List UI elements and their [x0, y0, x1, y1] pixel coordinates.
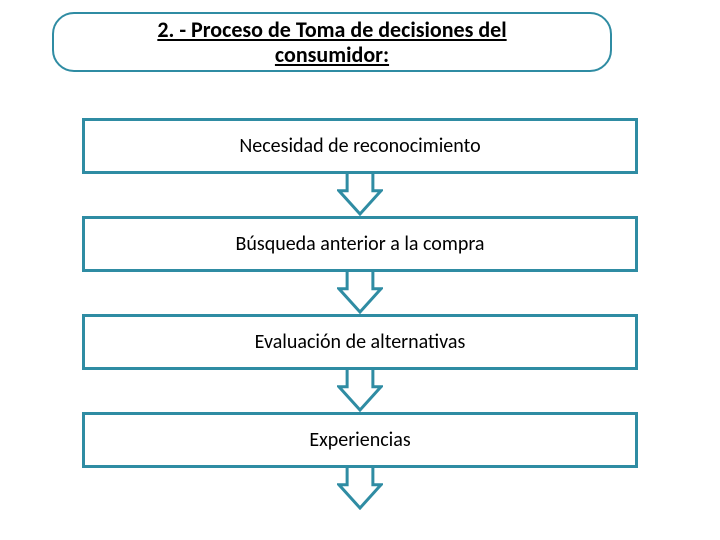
step-box-4: Experiencias — [82, 412, 638, 468]
step-box-1: Necesidad de reconocimiento — [82, 118, 638, 174]
title-box: 2. - Proceso de Toma de decisiones delco… — [52, 12, 612, 72]
step-label-1: Necesidad de reconocimiento — [239, 134, 480, 158]
arrow-down-4 — [337, 468, 383, 510]
step-box-3: Evaluación de alternativas — [82, 314, 638, 370]
title-line-2: consumidor: — [275, 42, 389, 67]
arrow-down-icon — [337, 174, 383, 216]
arrow-down-icon — [337, 272, 383, 314]
arrow-down-1 — [337, 174, 383, 216]
arrow-down-2 — [337, 272, 383, 314]
step-box-2: Búsqueda anterior a la compra — [82, 216, 638, 272]
step-label-2: Búsqueda anterior a la compra — [236, 232, 485, 256]
arrow-down-3 — [337, 370, 383, 412]
step-label-4: Experiencias — [309, 428, 410, 452]
arrow-down-icon — [337, 468, 383, 510]
arrow-down-icon — [337, 370, 383, 412]
step-label-3: Evaluación de alternativas — [255, 330, 466, 354]
title-line-1: 2. - Proceso de Toma de decisiones del — [157, 17, 506, 42]
